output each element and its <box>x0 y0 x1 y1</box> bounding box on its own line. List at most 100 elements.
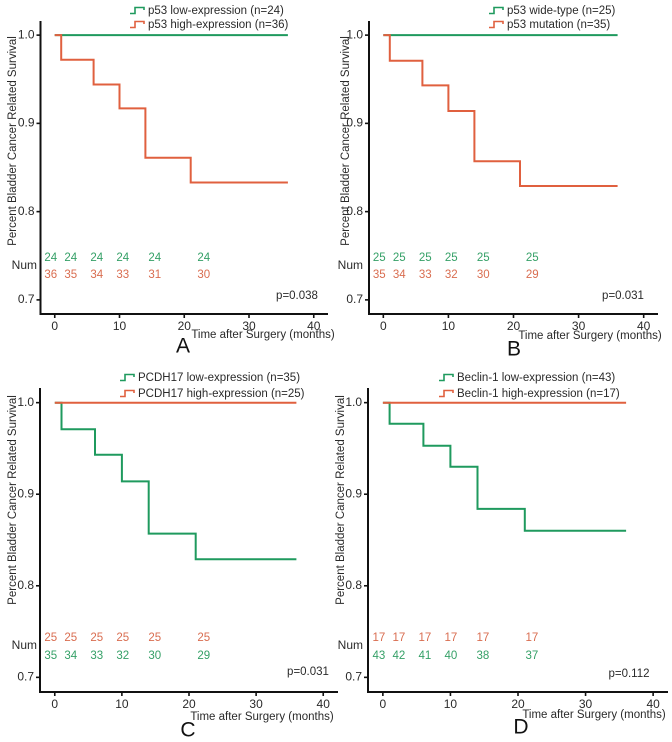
x-tick-label: 0 <box>380 319 387 333</box>
x-tick-label: 40 <box>307 319 321 333</box>
at-risk-count: 33 <box>419 269 432 281</box>
x-tick-label: 10 <box>115 697 129 711</box>
survival-curve <box>54 34 288 184</box>
x-tick-label: 30 <box>249 697 263 711</box>
at-risk-count: 17 <box>444 632 457 644</box>
x-tick-label: 40 <box>317 697 331 711</box>
y-tick-label: 0.9 <box>18 116 35 130</box>
at-risk-count: 25 <box>64 632 77 644</box>
x-tick-label: 20 <box>507 319 521 333</box>
y-tick-label: 1.0 <box>18 27 35 41</box>
at-risk-label: Num <box>12 638 37 652</box>
y-tick-label: 1.0 <box>346 27 363 41</box>
at-risk-count: 34 <box>64 650 77 662</box>
at-risk-count: 17 <box>525 632 538 644</box>
p-value: p=0.031 <box>602 290 644 302</box>
legend-label: Beclin-1 low-expression (n=43) <box>457 372 615 384</box>
y-tick-label: 0.9 <box>345 486 362 500</box>
at-risk-count: 43 <box>372 650 385 662</box>
legend-label: p53 low-expression (n=24) <box>148 5 284 17</box>
at-risk-count: 33 <box>90 650 103 662</box>
at-risk-count: 36 <box>44 269 57 281</box>
x-tick-label: 20 <box>511 697 525 711</box>
at-risk-count: 24 <box>148 252 161 264</box>
legend-step-icon <box>120 373 135 382</box>
legend-step-icon <box>120 389 135 398</box>
at-risk-count: 25 <box>44 632 57 644</box>
y-tick-label: 0.9 <box>346 116 363 130</box>
at-risk-count: 41 <box>418 650 431 662</box>
legend-item: Beclin-1 high-expression (n=17) <box>439 388 620 400</box>
y-tick-label: 0.7 <box>17 670 34 684</box>
y-tick-label: 0.7 <box>346 292 363 306</box>
at-risk-count: 25 <box>90 632 103 644</box>
y-tick-label: 0.7 <box>18 292 35 306</box>
at-risk-count: 25 <box>197 632 210 644</box>
at-risk-label: Num <box>338 638 363 652</box>
at-risk-count: 24 <box>90 252 103 264</box>
x-tick-label: 10 <box>442 319 456 333</box>
legend-label: Beclin-1 high-expression (n=17) <box>457 388 620 400</box>
at-risk-count: 29 <box>197 650 210 662</box>
legend-item: p53 mutation (n=35) <box>489 19 610 31</box>
at-risk-count: 32 <box>116 650 129 662</box>
at-risk-count: 34 <box>90 269 103 281</box>
x-axis-title: Time after Surgery (months) <box>191 329 335 341</box>
survival-curve <box>383 34 618 187</box>
panel-d: Beclin-1 low-expression (n=43) Beclin-1 h… <box>335 372 668 739</box>
panel-letter: B <box>507 338 521 361</box>
panel-b: p53 wide-type (n=25) p53 mutation (n=35) 0… <box>338 5 662 361</box>
legend-step-icon <box>130 6 145 15</box>
x-tick-label: 0 <box>51 697 58 711</box>
legend-step-icon <box>489 20 504 29</box>
legend-step-icon <box>489 6 504 15</box>
y-tick-label: 0.8 <box>17 578 34 592</box>
y-tick-label: 0.8 <box>18 204 35 218</box>
at-risk-count: 35 <box>64 269 77 281</box>
y-tick-label: 0.9 <box>17 486 34 500</box>
legend-step-icon <box>439 389 454 398</box>
at-risk-count: 24 <box>197 252 210 264</box>
at-risk-label: Num <box>12 258 37 272</box>
panel-letter: A <box>176 335 190 358</box>
at-risk-count: 30 <box>148 650 161 662</box>
at-risk-count: 25 <box>116 632 129 644</box>
x-tick-label: 20 <box>178 319 192 333</box>
at-risk-count: 35 <box>44 650 57 662</box>
at-risk-count: 25 <box>445 252 458 264</box>
legend-label: PCDH17 high-expression (n=25) <box>138 388 305 400</box>
y-axis-title: Percent Bladder Cancer Related Survival <box>340 36 352 246</box>
at-risk-count: 37 <box>525 650 538 662</box>
legend-label: p53 high-expression (n=36) <box>148 19 288 31</box>
x-tick-label: 30 <box>579 697 593 711</box>
at-risk-count: 34 <box>393 269 406 281</box>
x-tick-label: 30 <box>572 319 586 333</box>
legend-label: p53 wide-type (n=25) <box>507 5 616 17</box>
at-risk-count: 25 <box>148 632 161 644</box>
panel-letter: C <box>180 719 195 742</box>
legend-item: PCDH17 high-expression (n=25) <box>120 388 305 400</box>
legend-item: p53 high-expression (n=36) <box>130 19 288 31</box>
legend-item: Beclin-1 low-expression (n=43) <box>439 372 615 384</box>
survival-curve <box>382 401 627 532</box>
at-risk-count: 25 <box>526 252 539 264</box>
at-risk-count: 32 <box>445 269 458 281</box>
y-tick-label: 1.0 <box>345 395 362 409</box>
survival-curve <box>54 401 297 561</box>
at-risk-count: 25 <box>373 252 386 264</box>
at-risk-count: 30 <box>197 269 210 281</box>
at-risk-count: 24 <box>64 252 77 264</box>
at-risk-count: 24 <box>44 252 57 264</box>
x-tick-label: 0 <box>51 319 58 333</box>
p-value: p=0.031 <box>287 666 329 678</box>
y-tick-label: 0.7 <box>345 670 362 684</box>
at-risk-count: 33 <box>116 269 129 281</box>
at-risk-count: 40 <box>444 650 457 662</box>
y-tick-label: 0.8 <box>346 204 363 218</box>
at-risk-count: 42 <box>392 650 405 662</box>
p-value: p=0.038 <box>276 290 318 302</box>
x-tick-label: 10 <box>444 697 458 711</box>
x-axis-title: Time after Surgery (months) <box>518 330 662 342</box>
